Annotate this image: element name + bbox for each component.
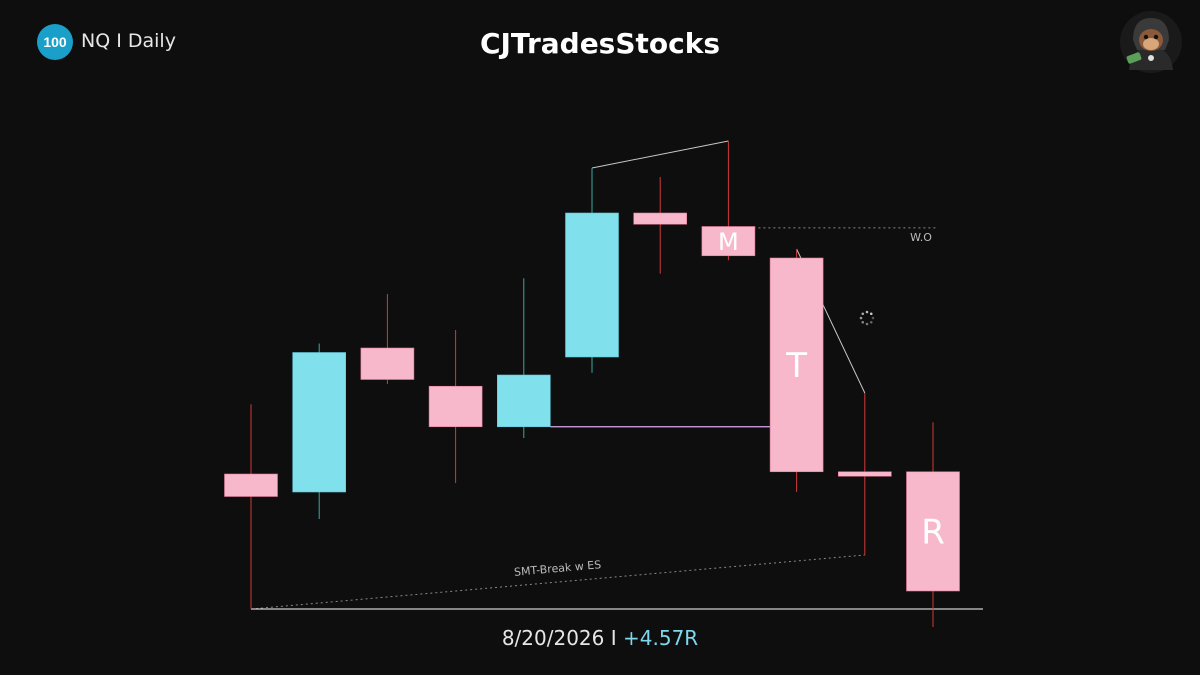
spinner-dot-0 <box>871 316 875 320</box>
trade-result: +4.57R <box>623 626 699 650</box>
footer-separator: I <box>610 626 617 650</box>
candle-body-4 <box>496 374 551 428</box>
candle-9 <box>837 393 892 555</box>
spinner-dot-6 <box>865 310 869 314</box>
nasdaq-100-badge: 100 <box>37 24 73 60</box>
candle-2 <box>360 294 415 384</box>
symbol-separator: I <box>116 30 122 52</box>
candle-body-1 <box>292 352 347 493</box>
spinner-dot-4 <box>859 316 863 320</box>
candle-1 <box>292 343 347 519</box>
spinner-dot-1 <box>869 320 873 324</box>
candle-8 <box>769 249 824 492</box>
candle-3 <box>428 330 483 483</box>
candle-label-t: T <box>785 346 807 386</box>
spinner-dot-2 <box>865 322 869 326</box>
candle-body-2 <box>360 347 415 380</box>
spinner-dot-5 <box>861 312 865 316</box>
spinner-dot-3 <box>861 320 865 324</box>
candle-label-m: M <box>718 228 739 256</box>
candle-body-6 <box>633 212 688 225</box>
loading-spinner-icon <box>859 310 875 326</box>
spinner-dot-7 <box>869 312 873 316</box>
candle-body-7 <box>701 226 756 257</box>
candle-body-0 <box>224 473 278 497</box>
candle-4 <box>496 278 551 438</box>
candle-body-3 <box>428 385 483 428</box>
annotation-label-wo: W.O <box>910 231 932 244</box>
candle-body-10 <box>906 471 960 592</box>
candle-5 <box>565 168 619 373</box>
candle-body-8 <box>769 257 824 473</box>
annotation-label-smt: SMT-Break w ES <box>513 558 601 579</box>
trade-date: 8/20/2026 <box>501 626 605 650</box>
symbol: NQ <box>81 30 111 52</box>
candle-layer <box>224 141 960 627</box>
avatar-icon <box>1120 11 1182 73</box>
page-title: CJTradesStocks <box>479 27 721 60</box>
candle-body-9 <box>837 471 892 477</box>
candle-body-5 <box>565 212 619 358</box>
candle-6 <box>633 177 688 274</box>
symbol-timeframe-label: NQ I Daily <box>81 30 176 52</box>
annotation-trendline-0 <box>591 140 729 169</box>
timeframe: Daily <box>127 30 176 52</box>
footer-caption: 8/20/2026 I +4.57R <box>0 626 1200 650</box>
candle-10 <box>906 422 960 627</box>
candle-0 <box>224 404 278 609</box>
candle-label-r: R <box>921 513 945 553</box>
candle-7 <box>701 141 756 261</box>
